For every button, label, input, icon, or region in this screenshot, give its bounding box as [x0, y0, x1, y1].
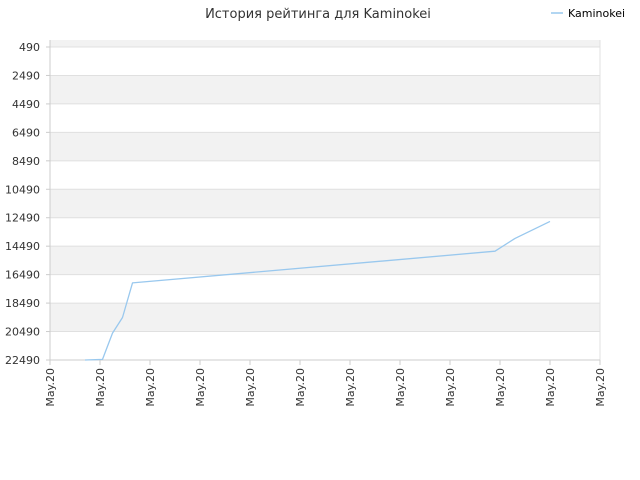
x-axis: May.20 May.20 May.20 May.20 May.20 May.20 May.… [44, 359, 607, 407]
plot-band [50, 189, 600, 218]
y-axis: 490 2490 4490 6490 8490 10490 12490 14490 16490 1… [5, 40, 601, 367]
x-tick-label: May.20 [394, 368, 407, 407]
gridlines [50, 46, 600, 361]
x-tick-label: May.20 [444, 368, 457, 407]
plot-band [50, 246, 600, 275]
y-tick-label: 10490 [5, 183, 40, 196]
x-tick-label: May.20 [594, 368, 607, 407]
plot-band [50, 303, 600, 332]
y-tick-label: 16490 [5, 269, 40, 282]
x-tick-label: May.20 [544, 368, 557, 407]
x-tick-label: May.20 [344, 368, 357, 407]
y-tick-label: 20490 [5, 326, 40, 339]
x-tick-label: May.20 [44, 368, 57, 407]
chart-title: История рейтинга для Kaminokei [205, 7, 431, 22]
legend-label: Kaminokei [568, 7, 625, 20]
legend[interactable]: Kaminokei [551, 7, 625, 20]
series-line-kaminokei [84, 220, 551, 361]
plot-band [50, 132, 600, 161]
x-tick-label: May.20 [194, 368, 207, 407]
series-layer [84, 220, 551, 361]
plot-band [50, 75, 600, 104]
y-tick-label: 2490 [12, 69, 40, 82]
y-tick-label: 12490 [5, 212, 40, 225]
x-tick-label: May.20 [94, 368, 107, 407]
y-tick-label: 18490 [5, 297, 40, 310]
y-tick-label: 14490 [5, 240, 40, 253]
x-tick-label: May.20 [144, 368, 157, 407]
plot-background [50, 40, 600, 360]
y-tick-label: 22490 [5, 354, 40, 367]
plot-band [50, 40, 600, 47]
y-tick-label: 4490 [12, 98, 40, 111]
x-tick-label: May.20 [244, 368, 257, 407]
y-tick-label: 490 [19, 41, 40, 54]
x-tick-label: May.20 [294, 368, 307, 407]
x-tick-label: May.20 [494, 368, 507, 407]
y-tick-label: 6490 [12, 126, 40, 139]
y-tick-label: 8490 [12, 155, 40, 168]
